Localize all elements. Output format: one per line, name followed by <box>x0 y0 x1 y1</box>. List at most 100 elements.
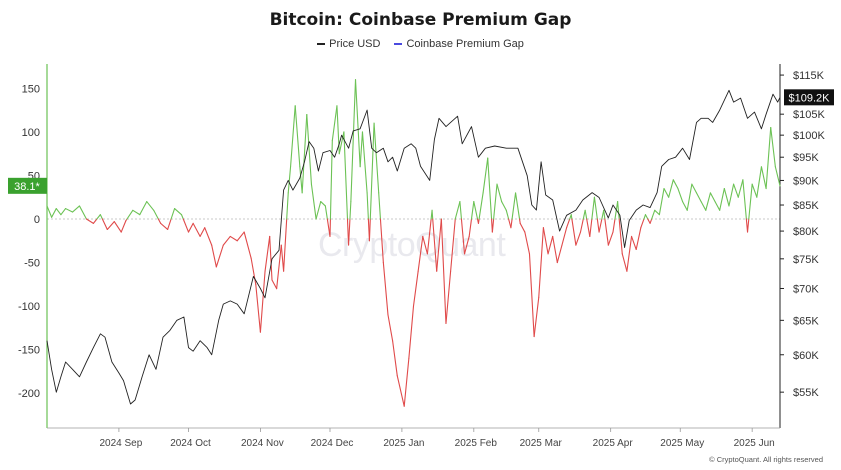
right-axis-tick-label: $60K <box>793 350 819 362</box>
right-axis-tick-label: $90K <box>793 175 819 187</box>
premium-gap-segment <box>604 218 609 246</box>
premium-gap-segment <box>677 187 684 203</box>
premium-gap-segment <box>350 79 357 203</box>
premium-gap-segment <box>658 187 665 216</box>
premium-gap-segment <box>379 218 384 264</box>
premium-gap-segment <box>348 218 351 246</box>
premium-gap-segment <box>229 235 238 242</box>
premium-gap-segment <box>663 187 670 198</box>
premium-gap-segment <box>705 192 711 211</box>
premium-gap-segment <box>501 201 507 211</box>
premium-gap-segment <box>515 192 521 220</box>
premium-gap-segment <box>589 218 593 237</box>
premium-gap-segment <box>668 179 674 198</box>
left-axis-tick-label: 0 <box>34 214 40 226</box>
premium-gap-segment <box>361 131 368 194</box>
premium-gap-segment <box>160 222 169 231</box>
legend-swatch-price <box>317 43 326 45</box>
premium-gap-segment <box>640 218 645 229</box>
premium-gap-segment <box>101 218 108 231</box>
premium-gap-segment <box>153 209 159 220</box>
premium-gap-segment <box>511 192 517 220</box>
chart-title: Bitcoin: Coinbase Premium Gap <box>269 10 572 30</box>
right-axis-tick-label: $65K <box>793 315 819 327</box>
premium-gap-segment <box>294 105 301 168</box>
premium-gap-segment <box>432 218 438 272</box>
x-axis-tick-label: 2025 Jun <box>734 438 775 449</box>
premium-gap-segment <box>271 279 278 290</box>
premium-gap-segment <box>403 357 410 407</box>
premium-gap-segment <box>417 235 424 272</box>
premium-gap-segment <box>301 113 308 194</box>
premium-gap-segment <box>139 201 148 216</box>
premium-gap-segment <box>751 183 758 198</box>
premium-gap-segment <box>324 205 328 220</box>
premium-gap-segment <box>343 131 349 220</box>
premium-current-badge <box>8 177 47 194</box>
premium-gap-segment <box>392 340 398 377</box>
premium-gap-segment <box>542 227 549 255</box>
copyright-footer: © CryptoQuant. All rights reserved <box>709 455 823 464</box>
premium-gap-segment <box>719 187 725 211</box>
premium-gap-segment <box>368 218 371 242</box>
premium-gap-segment <box>556 244 563 264</box>
premium-gap-segment <box>737 179 744 198</box>
premium-gap-segment <box>748 183 753 220</box>
premium-gap-segment <box>756 166 762 198</box>
premium-gap-segment <box>440 218 447 325</box>
premium-gap-segment <box>617 201 620 220</box>
premium-gap-segment <box>369 122 375 220</box>
premium-gap-segment <box>644 214 649 220</box>
premium-gap-segment <box>96 214 101 220</box>
premium-gap-segment <box>463 235 470 255</box>
premium-gap-segment <box>742 179 747 220</box>
x-axis-tick-label: 2025 Jan <box>383 438 424 449</box>
premium-gap-segment <box>468 218 473 237</box>
premium-gap-segment <box>157 218 162 224</box>
premium-gap-segment <box>299 166 303 194</box>
premium-gap-segment <box>682 201 688 211</box>
premium-gap-segment <box>643 214 647 220</box>
premium-gap-segment <box>733 183 739 198</box>
premium-gap-segment <box>487 157 493 220</box>
premium-gap-segment <box>626 235 633 272</box>
premium-gap-segment <box>672 179 679 190</box>
right-axis-tick-label: $95K <box>793 152 819 164</box>
premium-gap-segment <box>510 218 513 229</box>
left-axis-tick-label: -50 <box>24 258 40 270</box>
premium-gap-segment <box>286 192 289 220</box>
premium-gap-segment <box>310 183 317 220</box>
premium-gap-segment <box>528 253 535 338</box>
premium-gap-segment <box>287 166 292 194</box>
premium-gap-segment <box>654 209 660 216</box>
premium-gap-segment <box>691 183 698 194</box>
premium-gap-segment <box>547 235 554 255</box>
premium-gap-segment <box>120 220 127 233</box>
right-axis-tick-label: $55K <box>793 387 819 399</box>
premium-gap-segment <box>243 231 252 259</box>
premium-gap-segment <box>422 235 428 255</box>
premium-gap-segment <box>255 283 261 333</box>
premium-gap-segment <box>709 192 716 203</box>
left-axis-tick-label: 150 <box>22 83 40 95</box>
premium-gap-segment <box>396 375 405 407</box>
legend-item-premium[interactable]: Coinbase Premium Gap <box>394 38 524 50</box>
premium-gap-segment <box>538 227 544 298</box>
premium-gap-segment <box>170 208 176 220</box>
premium-gap-segment <box>78 205 87 220</box>
premium-gap-segment <box>211 244 217 268</box>
premium-gap-segment <box>700 201 707 211</box>
x-axis-tick-label: 2024 Sep <box>99 438 142 449</box>
left-axis-tick-label: -200 <box>18 388 40 400</box>
premium-gap-segment <box>477 218 480 224</box>
premium-gap-segment <box>591 196 595 220</box>
premium-gap-segment <box>366 192 369 220</box>
premium-gap-segment <box>552 235 558 264</box>
premium-gap-segment <box>174 208 183 216</box>
premium-gap-segment <box>770 127 776 168</box>
premium-gap-segment <box>387 314 394 342</box>
premium-gap-segment <box>579 218 584 233</box>
legend-item-price[interactable]: Price USD <box>317 38 380 50</box>
premium-gap-segment <box>760 166 767 190</box>
premium-gap-segment <box>306 113 312 185</box>
